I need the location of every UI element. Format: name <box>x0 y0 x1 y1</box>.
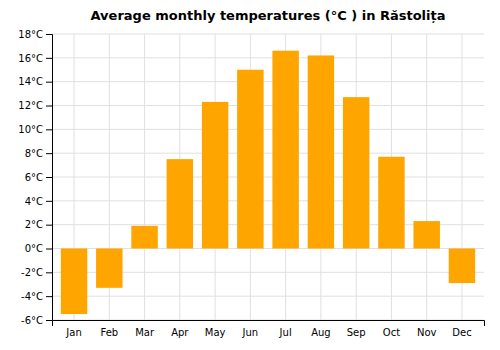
x-axis-line <box>53 321 485 327</box>
y-tick-mark <box>46 272 52 273</box>
y-tick-label: 2°C <box>25 219 43 230</box>
bar <box>131 226 157 249</box>
bar <box>272 51 298 249</box>
x-axis: Jan Feb Mar Apr May Jun Jul Aug Sep Oct Nov Dec <box>53 321 485 339</box>
plot: -6°C -4°C -2°C 0°C 2°C 4°C 6°C 8°C 10°C 12°C 14°C 1… <box>18 29 484 338</box>
y-tick-mark <box>46 320 52 321</box>
y-tick-mark <box>46 129 52 130</box>
y-tick: -4°C <box>21 291 52 302</box>
y-tick: 16°C <box>18 53 52 64</box>
bar <box>378 157 404 249</box>
x-tick: Sep <box>347 327 366 338</box>
x-tick-label: Aug <box>311 327 331 338</box>
bar <box>167 159 193 248</box>
x-grid-line <box>426 34 427 320</box>
y-tick-label: 12°C <box>18 100 43 111</box>
grid <box>52 34 484 320</box>
y-axis-line <box>46 35 53 321</box>
y-tick: 0°C <box>25 243 52 254</box>
y-tick-mark <box>46 201 52 202</box>
bar <box>96 249 122 288</box>
x-tick: Jan <box>65 327 81 338</box>
x-tick-label: Nov <box>417 327 437 338</box>
x-tick: Mar <box>135 327 155 338</box>
chart: -6°C -4°C -2°C 0°C 2°C 4°C 6°C 8°C 10°C 12°C 14°C 1… <box>0 0 500 350</box>
bar <box>237 70 263 249</box>
x-tick-label: Jul <box>279 327 292 338</box>
y-tick-mark <box>46 34 52 35</box>
x-tick-label: Dec <box>452 327 471 338</box>
bars <box>61 51 475 314</box>
x-tick: Dec <box>452 327 471 338</box>
title: Average monthly temperatures (°C ) in Ră… <box>91 8 446 23</box>
y-tick: -2°C <box>21 267 52 278</box>
y-tick-label: 0°C <box>25 243 43 254</box>
y-grid-line <box>52 34 484 35</box>
y-tick-label: 6°C <box>25 172 43 183</box>
x-tick-label: Apr <box>171 327 189 338</box>
bar <box>61 249 87 315</box>
y-grid-line <box>52 129 484 130</box>
y-tick-mark <box>46 106 52 107</box>
y-tick-label: 14°C <box>18 76 43 87</box>
y-tick-mark <box>46 153 52 154</box>
y-tick-label: 18°C <box>18 29 43 40</box>
x-tick: Aug <box>311 327 331 338</box>
bar <box>308 55 334 248</box>
y-grid-line <box>52 105 484 106</box>
x-tick-label: Feb <box>100 327 118 338</box>
x-tick: Jun <box>242 327 259 338</box>
x-tick-label: May <box>205 327 226 338</box>
y-tick-label: -4°C <box>21 291 43 302</box>
x-tick: Feb <box>100 327 118 338</box>
y-tick-label: 16°C <box>18 53 43 64</box>
x-tick-label: Mar <box>135 327 155 338</box>
x-tick: Oct <box>383 327 400 338</box>
y-grid-line <box>52 153 484 154</box>
y-tick-mark <box>46 58 52 59</box>
x-tick: Nov <box>417 327 437 338</box>
y-tick: 18°C <box>18 29 52 40</box>
y-tick-label: -2°C <box>21 267 43 278</box>
x-tick-label: Sep <box>347 327 366 338</box>
y-tick-mark <box>46 225 52 226</box>
y-tick-mark <box>46 82 52 83</box>
y-tick-label: 4°C <box>25 196 43 207</box>
bar <box>449 249 475 284</box>
bar <box>202 102 228 249</box>
x-tick-label: Jan <box>65 327 81 338</box>
x-grid-line <box>144 34 145 320</box>
x-tick-label: Jun <box>242 327 259 338</box>
y-tick-label: 10°C <box>18 124 43 135</box>
y-tick: -6°C <box>21 315 52 326</box>
y-grid-line <box>52 57 484 58</box>
y-tick: 2°C <box>25 219 52 230</box>
y-tick: 8°C <box>25 148 52 159</box>
y-grid-line <box>52 81 484 82</box>
x-tick: Jul <box>279 327 292 338</box>
y-tick: 4°C <box>25 196 52 207</box>
x-tick: Apr <box>171 327 189 338</box>
y-tick-mark <box>46 177 52 178</box>
y-grid-line <box>52 177 484 178</box>
y-tick-label: 8°C <box>25 148 43 159</box>
y-grid-line <box>52 200 484 201</box>
y-tick-mark <box>46 249 52 250</box>
y-tick-label: -6°C <box>21 315 43 326</box>
y-tick: 12°C <box>18 100 52 111</box>
y-tick-mark <box>46 296 52 297</box>
y-tick: 14°C <box>18 76 52 87</box>
y-tick: 6°C <box>25 172 52 183</box>
bar <box>413 221 439 248</box>
bar <box>343 97 369 248</box>
y-axis: -6°C -4°C -2°C 0°C 2°C 4°C 6°C 8°C 10°C 12°C 14°C 1… <box>18 29 52 326</box>
y-grid-line <box>52 296 484 297</box>
y-tick: 10°C <box>18 124 52 135</box>
x-tick-label: Oct <box>383 327 400 338</box>
x-tick: May <box>205 327 226 338</box>
